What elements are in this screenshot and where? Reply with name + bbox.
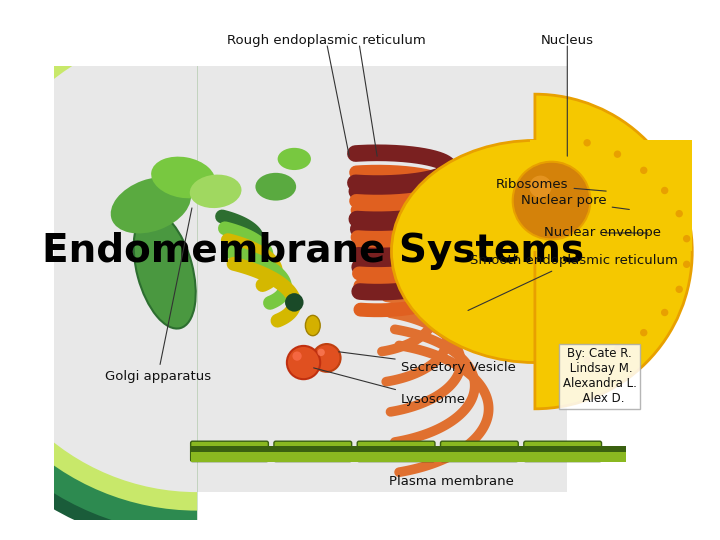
Text: Secretory Vesicle: Secretory Vesicle <box>338 352 516 374</box>
Text: Nuclear envelope: Nuclear envelope <box>544 226 661 239</box>
Circle shape <box>583 139 591 146</box>
Ellipse shape <box>151 157 215 198</box>
Bar <box>197 29 567 492</box>
Circle shape <box>661 187 668 194</box>
Text: Lysosome: Lysosome <box>314 368 466 406</box>
Circle shape <box>285 293 304 312</box>
Ellipse shape <box>111 177 191 233</box>
Text: Ribosomes: Ribosomes <box>496 178 606 191</box>
Text: Nucleus: Nucleus <box>541 34 594 47</box>
Ellipse shape <box>305 315 320 336</box>
Circle shape <box>292 352 302 361</box>
Bar <box>191 453 626 462</box>
Wedge shape <box>0 0 197 534</box>
Ellipse shape <box>134 212 196 328</box>
Circle shape <box>312 344 341 372</box>
Circle shape <box>640 329 647 336</box>
FancyBboxPatch shape <box>191 441 269 462</box>
Circle shape <box>583 356 591 364</box>
FancyBboxPatch shape <box>357 441 435 462</box>
Ellipse shape <box>256 173 296 200</box>
FancyBboxPatch shape <box>274 441 351 462</box>
Circle shape <box>661 309 668 316</box>
FancyBboxPatch shape <box>441 441 518 462</box>
Circle shape <box>683 261 690 268</box>
Circle shape <box>640 167 647 174</box>
Wedge shape <box>0 0 197 540</box>
Wedge shape <box>535 94 692 409</box>
Text: Plasma membrane: Plasma membrane <box>390 475 514 489</box>
Ellipse shape <box>278 148 311 170</box>
Bar <box>530 140 692 252</box>
Bar <box>54 20 720 66</box>
Wedge shape <box>0 29 197 492</box>
Text: Smooth endoplasmic reticulum: Smooth endoplasmic reticulum <box>468 254 678 310</box>
Text: By: Cate R.
 Lindsay M.
Alexandra L.
  Alex D.: By: Cate R. Lindsay M. Alexandra L. Alex… <box>563 347 636 406</box>
Bar <box>191 446 626 453</box>
Circle shape <box>613 151 621 158</box>
Circle shape <box>287 346 320 379</box>
Circle shape <box>683 235 690 242</box>
Text: Nuclear pore: Nuclear pore <box>521 194 629 210</box>
Circle shape <box>529 176 552 198</box>
Ellipse shape <box>190 174 241 208</box>
Text: Golgi apparatus: Golgi apparatus <box>104 208 211 383</box>
Circle shape <box>613 345 621 353</box>
Ellipse shape <box>392 140 678 362</box>
Circle shape <box>675 210 683 218</box>
Wedge shape <box>0 11 197 511</box>
Circle shape <box>513 161 590 239</box>
Circle shape <box>675 286 683 293</box>
FancyBboxPatch shape <box>524 441 601 462</box>
Text: Rough endoplasmic reticulum: Rough endoplasmic reticulum <box>228 34 426 47</box>
Text: Endomembrane Systems: Endomembrane Systems <box>42 233 584 271</box>
Circle shape <box>318 349 325 356</box>
